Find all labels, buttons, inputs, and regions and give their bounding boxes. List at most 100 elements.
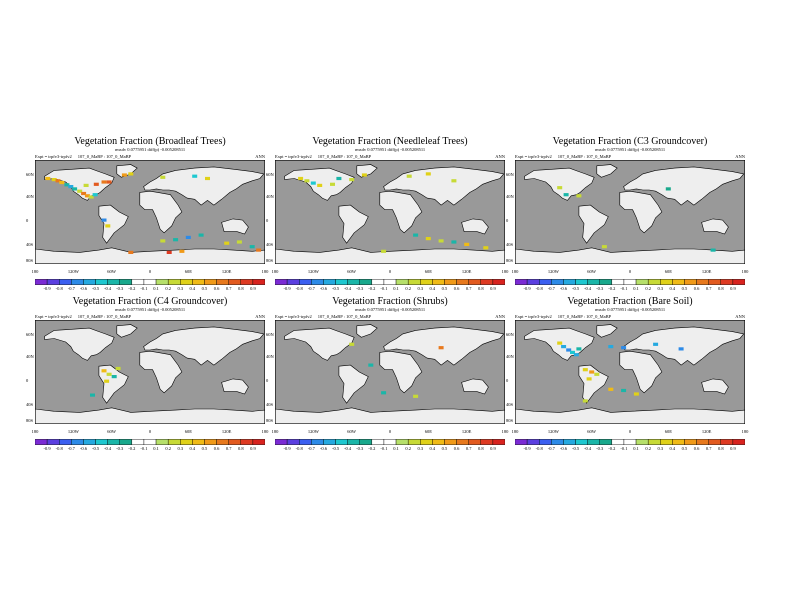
greenland-landmass — [356, 164, 378, 178]
color-bar-label: -0.3 — [116, 446, 124, 451]
color-bar-label: 0.1 — [393, 286, 399, 291]
anomaly-cell — [84, 194, 90, 198]
map-frame — [275, 320, 505, 424]
color-bar-swatch — [311, 279, 324, 285]
color-bar-label: 0.7 — [705, 446, 712, 451]
anomaly-cell — [563, 193, 569, 197]
anomaly-cell — [451, 179, 457, 183]
anomaly-cell — [561, 345, 567, 349]
australia-landmass — [461, 378, 489, 395]
latitude-label: 0 — [266, 218, 269, 223]
color-bar-label: -0.2 — [608, 286, 616, 291]
map-plot — [35, 160, 265, 264]
panel-stats: rmsdv 0.0775951 diff(p) -0.005208511 — [354, 147, 426, 152]
color-bar-label: -0.1 — [140, 286, 148, 291]
panel-title: Vegetation Fraction (C4 Groundcover) — [72, 296, 228, 307]
color-bar-label: -0.9 — [283, 286, 291, 291]
map-plot — [515, 160, 745, 264]
color-bar-label: -0.2 — [368, 286, 376, 291]
color-bar-swatch — [131, 439, 145, 445]
color-bar-swatch — [407, 439, 421, 445]
color-bar-swatch — [59, 279, 72, 285]
color-bar-swatch — [240, 439, 254, 445]
longitude-label: 60W — [107, 429, 117, 434]
color-bar-swatch — [575, 279, 588, 285]
color-bar-swatch — [95, 279, 108, 285]
map-frame — [275, 160, 505, 264]
color-bar-swatch — [515, 439, 528, 445]
panel-stats: rmsdv 0.0775951 diff(p) -0.005208511 — [354, 307, 426, 312]
anomaly-cell — [179, 249, 185, 253]
color-bar-swatch — [347, 439, 360, 445]
color-bar-swatch — [395, 439, 409, 445]
color-bar-label: -0.8 — [55, 286, 63, 291]
color-bar-swatch — [575, 439, 588, 445]
anomaly-cell — [406, 174, 412, 178]
color-bar-swatch — [720, 279, 734, 285]
color-bar-label: 0.1 — [153, 446, 159, 451]
color-bar-swatch — [383, 439, 397, 445]
anomaly-cell — [72, 187, 78, 191]
color-bar-label: -0.7 — [547, 446, 555, 451]
color-bar-swatch — [684, 439, 697, 445]
anomaly-cell — [304, 179, 310, 183]
south-america-landmass — [338, 364, 369, 404]
anomaly-cell — [45, 176, 51, 181]
map-plot — [275, 160, 505, 264]
color-bar-swatch — [119, 279, 133, 285]
color-bar-swatch — [526, 279, 540, 285]
color-bar-swatch — [204, 279, 217, 285]
color-bar-label: 0.4 — [429, 286, 436, 291]
longitude-label: 120W — [307, 429, 319, 434]
experiment-runs: 107_0_MaBP : 107_0_MaBP — [77, 314, 132, 319]
anomaly-cell — [557, 341, 563, 345]
eurasia-landmass — [383, 166, 505, 206]
latitude-label: 60N — [26, 332, 34, 337]
season-label: ANN — [735, 314, 745, 319]
color-bar-label: -0.6 — [79, 446, 87, 451]
color-bar-label: -0.1 — [380, 446, 388, 451]
latitude-label: 80S — [266, 258, 274, 263]
longitude-label: 60W — [587, 429, 597, 434]
color-bar-label: 0.2 — [405, 446, 411, 451]
color-bar-swatch — [515, 279, 528, 285]
color-bar-label: 0.6 — [213, 446, 220, 451]
longitude-label: 60W — [587, 269, 597, 274]
latitude-label: 60N — [506, 172, 514, 177]
longitude-label: 120E — [701, 429, 712, 434]
anomaly-cell — [330, 182, 335, 186]
australia-landmass — [701, 378, 729, 395]
color-bar-label: 0.2 — [165, 286, 171, 291]
color-bar-swatch — [180, 439, 193, 445]
panel-title: Vegetation Fraction (Shrubs) — [332, 296, 448, 307]
anomaly-cell — [438, 239, 444, 243]
color-bar-swatch — [635, 279, 649, 285]
color-bar-swatch — [563, 439, 576, 445]
color-bar-label: 0.3 — [177, 286, 184, 291]
color-bar-swatch — [204, 439, 217, 445]
color-bar-label: 0.4 — [429, 446, 436, 451]
longitude-label: 180 — [741, 429, 749, 434]
longitude-label: 120W — [547, 269, 559, 274]
color-bar-swatch — [335, 279, 348, 285]
color-bar-label: 0.7 — [225, 286, 232, 291]
color-bar-swatch — [611, 439, 625, 445]
anomaly-cell — [93, 182, 99, 186]
color-bar-swatch — [143, 439, 157, 445]
panel-stats: rmsdv 0.0775951 diff(p) -0.005208511 — [114, 147, 186, 152]
greenland-landmass — [596, 164, 618, 178]
color-bar-label: 0.8 — [477, 286, 484, 291]
color-bar — [275, 279, 505, 285]
color-bar-label: -0.1 — [380, 286, 388, 291]
color-bar-label: 0.7 — [225, 446, 232, 451]
anomaly-cell — [425, 237, 431, 241]
color-bar-swatch — [311, 439, 324, 445]
eurasia-landmass — [143, 326, 265, 366]
color-bar-label: -0.9 — [43, 446, 51, 451]
color-bar-swatch — [672, 279, 685, 285]
anomaly-cell — [310, 181, 316, 185]
color-bar-swatch — [83, 439, 96, 445]
longitude-label: 180 — [511, 269, 519, 274]
color-bar-label: -0.3 — [596, 286, 604, 291]
anomaly-cell — [166, 250, 172, 254]
